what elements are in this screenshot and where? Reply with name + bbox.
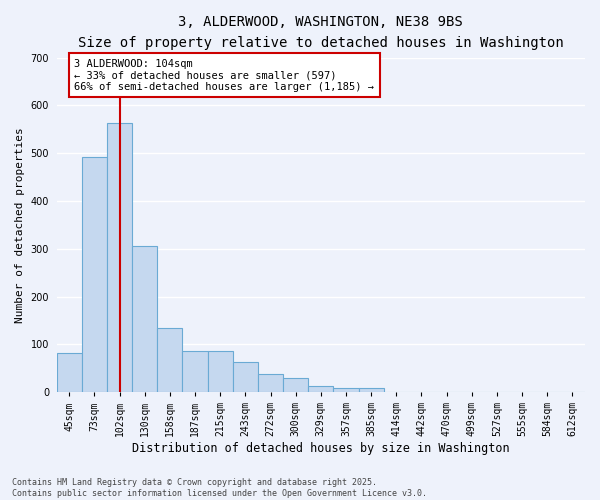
Bar — [208, 350, 233, 392]
Bar — [308, 386, 334, 392]
Y-axis label: Number of detached properties: Number of detached properties — [15, 127, 25, 323]
Bar — [359, 388, 384, 392]
Text: Contains HM Land Registry data © Crown copyright and database right 2025.
Contai: Contains HM Land Registry data © Crown c… — [12, 478, 427, 498]
Bar — [283, 378, 308, 392]
Bar — [107, 123, 132, 392]
X-axis label: Distribution of detached houses by size in Washington: Distribution of detached houses by size … — [132, 442, 509, 455]
Bar — [56, 352, 82, 392]
Bar — [182, 350, 208, 392]
Title: 3, ALDERWOOD, WASHINGTON, NE38 9BS
Size of property relative to detached houses : 3, ALDERWOOD, WASHINGTON, NE38 9BS Size … — [78, 15, 564, 50]
Bar — [334, 388, 359, 392]
Bar — [258, 374, 283, 392]
Bar — [157, 328, 182, 392]
Text: 3 ALDERWOOD: 104sqm
← 33% of detached houses are smaller (597)
66% of semi-detac: 3 ALDERWOOD: 104sqm ← 33% of detached ho… — [74, 58, 374, 92]
Bar — [233, 362, 258, 392]
Bar — [132, 246, 157, 392]
Bar — [82, 156, 107, 392]
